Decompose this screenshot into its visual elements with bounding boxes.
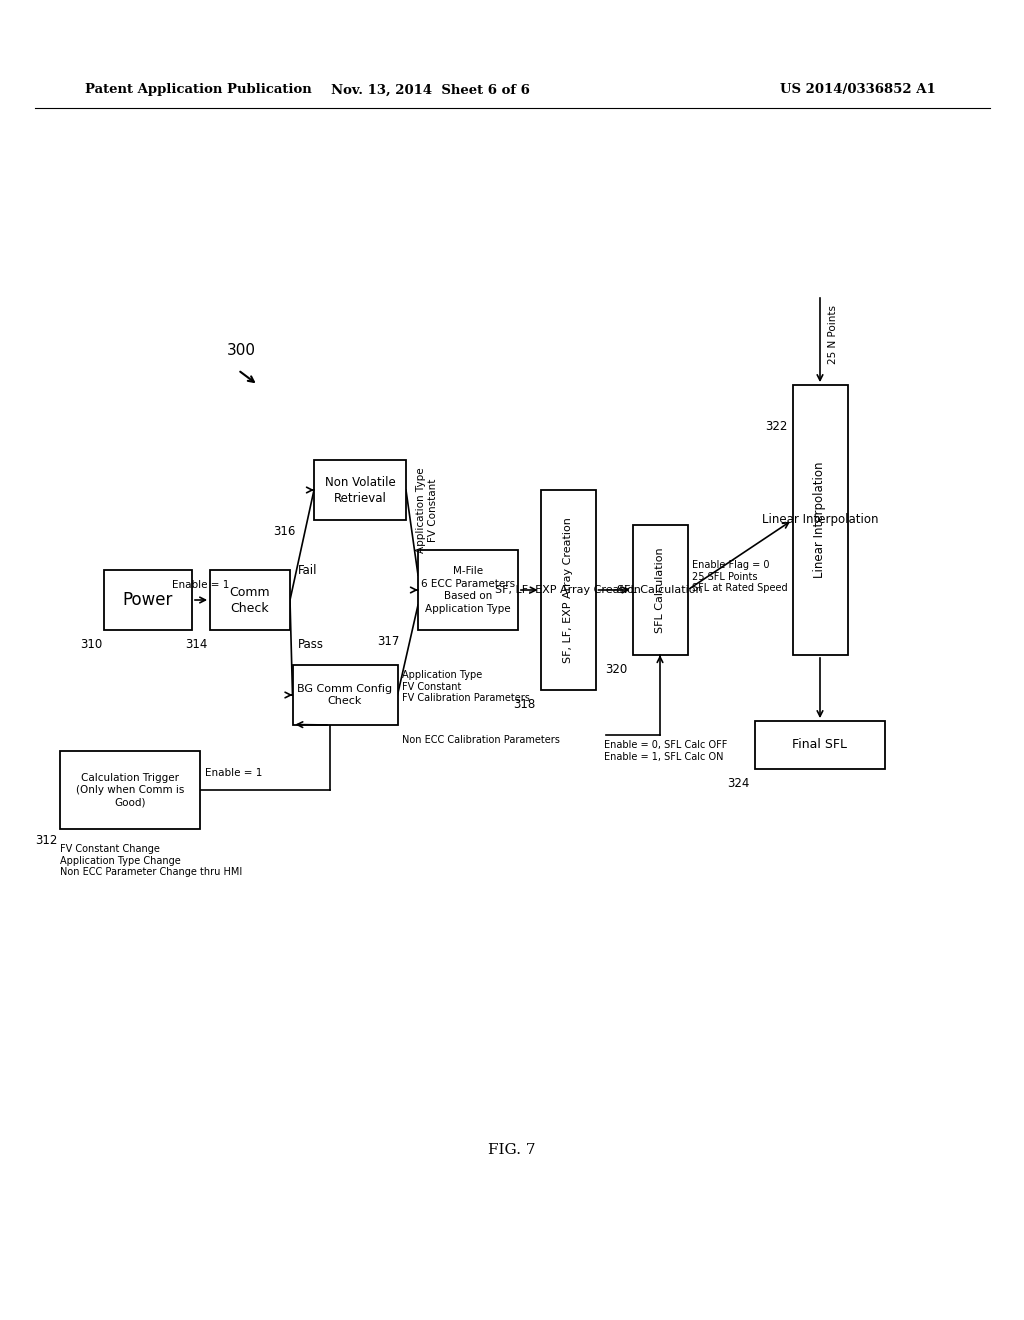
Bar	[418, 550, 518, 630]
Text: SFL Calculation: SFL Calculation	[617, 585, 702, 595]
Bar	[541, 490, 596, 690]
Bar	[293, 665, 397, 725]
Text: Power: Power	[123, 591, 173, 609]
Text: SF, LF, EXP Array Creation: SF, LF, EXP Array Creation	[495, 585, 641, 595]
Text: 316: 316	[273, 525, 296, 539]
Text: Final SFL: Final SFL	[793, 738, 848, 751]
Text: BG Comm Config
Check: BG Comm Config Check	[297, 684, 392, 706]
Text: 324: 324	[728, 777, 750, 789]
Text: Pass: Pass	[298, 639, 324, 652]
Text: Application Type
FV Constant: Application Type FV Constant	[416, 467, 437, 553]
Text: 322: 322	[765, 420, 787, 433]
Text: US 2014/0336852 A1: US 2014/0336852 A1	[780, 83, 936, 96]
Bar	[314, 459, 406, 520]
Text: 300: 300	[227, 343, 256, 358]
Text: Calculation Trigger
(Only when Comm is
Good): Calculation Trigger (Only when Comm is G…	[76, 772, 184, 808]
Text: M-File
6 ECC Parameters
Based on
Application Type: M-File 6 ECC Parameters Based on Applica…	[421, 566, 515, 614]
Text: Enable Flag = 0
25 SFL Points
SFL at Rated Speed: Enable Flag = 0 25 SFL Points SFL at Rat…	[692, 560, 788, 593]
Bar	[633, 525, 687, 655]
Text: Fail: Fail	[298, 564, 317, 577]
Text: Enable = 1: Enable = 1	[205, 768, 262, 777]
Text: Non Volatile
Retrieval: Non Volatile Retrieval	[325, 475, 395, 504]
Bar	[104, 570, 193, 630]
Bar	[210, 570, 290, 630]
Text: Patent Application Publication: Patent Application Publication	[85, 83, 311, 96]
Text: Linear Interpolation: Linear Interpolation	[813, 462, 826, 578]
Text: Nov. 13, 2014  Sheet 6 of 6: Nov. 13, 2014 Sheet 6 of 6	[331, 83, 529, 96]
Bar	[755, 721, 885, 770]
Text: Non ECC Calibration Parameters: Non ECC Calibration Parameters	[402, 735, 560, 744]
Text: FIG. 7: FIG. 7	[488, 1143, 536, 1158]
Text: 318: 318	[513, 698, 536, 711]
Text: Linear Interpolation: Linear Interpolation	[762, 513, 879, 527]
Text: 317: 317	[378, 635, 400, 648]
Text: 314: 314	[185, 638, 208, 651]
Text: SF, LF, EXP Array Creation: SF, LF, EXP Array Creation	[563, 517, 573, 663]
Text: Enable = 0, SFL Calc OFF
Enable = 1, SFL Calc ON: Enable = 0, SFL Calc OFF Enable = 1, SFL…	[603, 741, 727, 762]
Text: SFL Calculation: SFL Calculation	[655, 548, 665, 632]
Text: 312: 312	[36, 834, 58, 847]
Text: Application Type
FV Constant
FV Calibration Parameters: Application Type FV Constant FV Calibrat…	[402, 671, 530, 704]
Bar	[793, 385, 848, 655]
Text: 320: 320	[605, 663, 628, 676]
Text: FV Constant Change
Application Type Change
Non ECC Parameter Change thru HMI: FV Constant Change Application Type Chan…	[60, 843, 243, 878]
Text: 310: 310	[80, 638, 102, 651]
Bar	[60, 751, 200, 829]
Text: Enable = 1: Enable = 1	[172, 579, 229, 590]
Text: 25 N Points: 25 N Points	[828, 305, 838, 364]
Text: Comm
Check: Comm Check	[229, 586, 270, 615]
